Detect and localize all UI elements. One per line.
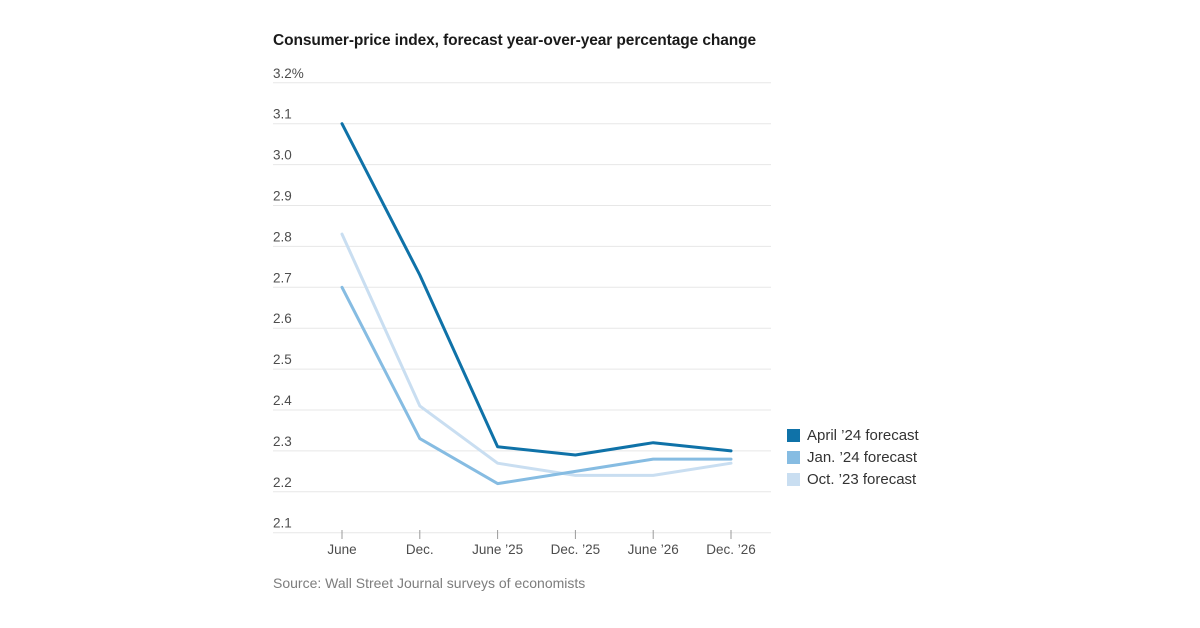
y-axis-label: 3.1 (273, 107, 292, 122)
y-axis-label: 2.2 (273, 475, 292, 490)
legend-label-april-24: April ’24 forecast (807, 426, 919, 444)
x-axis-label: June (327, 542, 356, 557)
chart-title: Consumer-price index, forecast year-over… (273, 32, 757, 49)
legend-swatch-oct-23 (787, 472, 800, 486)
legend: April ’24 forecast Jan. ’24 forecast Oct… (787, 424, 919, 490)
y-axis-label: 2.5 (273, 352, 292, 367)
series-line-april-24-forecast (340, 122, 733, 457)
y-axis-label: 2.7 (273, 270, 292, 285)
legend-swatch-jan-24 (787, 450, 800, 464)
y-axis-label: 3.2% (273, 66, 304, 81)
y-axis-label: 2.8 (273, 229, 292, 244)
legend-item-april-24: April ’24 forecast (787, 424, 919, 446)
legend-swatch-april-24 (787, 428, 800, 442)
legend-label-oct-23: Oct. ’23 forecast (807, 470, 917, 488)
gridlines (273, 82, 771, 534)
x-axis-label: Dec. ’25 (551, 542, 601, 557)
legend-item-jan-24: Jan. ’24 forecast (787, 446, 919, 468)
x-axis-label: June ’25 (472, 542, 523, 557)
y-axis-label: 2.3 (273, 434, 292, 449)
x-axis-label: Dec. ’26 (706, 542, 756, 557)
series-line-oct-23-forecast (340, 232, 733, 477)
y-axis-label: 2.6 (273, 311, 292, 326)
y-axis-label: 2.1 (273, 516, 292, 531)
series-lines (340, 122, 733, 486)
legend-item-oct-23: Oct. ’23 forecast (787, 468, 919, 490)
source-note: Source: Wall Street Journal surveys of e… (273, 575, 586, 591)
x-axis-label: Dec. (406, 542, 434, 557)
x-axis-labels: June Dec. June ’25 Dec. ’25 June ’26 Dec. ’26 (327, 542, 755, 557)
y-axis-label: 2.4 (273, 393, 292, 408)
y-axis-label: 3.0 (273, 148, 292, 163)
series-line-jan-24-forecast (340, 285, 733, 486)
y-axis-labels: 3.2% 3.1 3.0 2.9 2.8 2.7 2.6 2.5 2.4 2.3 2.2 2.1 (273, 66, 304, 531)
x-axis-label: June ’26 (628, 542, 679, 557)
y-axis-label: 2.9 (273, 189, 292, 204)
legend-label-jan-24: Jan. ’24 forecast (807, 448, 918, 466)
x-axis-ticks (341, 530, 732, 539)
